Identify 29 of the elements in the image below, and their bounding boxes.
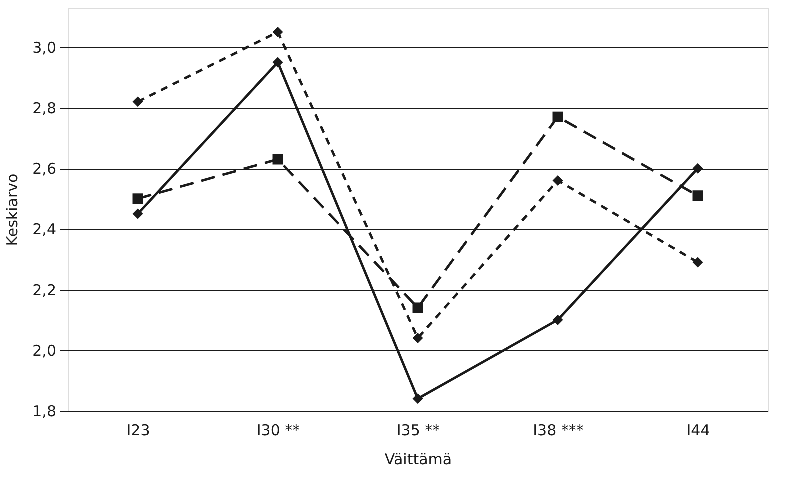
point	[552, 175, 564, 186]
point	[132, 96, 144, 108]
point	[412, 302, 424, 314]
x-tick-label: I38 ***	[533, 422, 584, 440]
y-tick-label: 1,8	[32, 402, 56, 420]
point	[272, 26, 284, 38]
point	[272, 154, 284, 165]
point	[132, 208, 144, 220]
y-tick-label: 2,4	[32, 220, 56, 239]
y-tick-label: 2,8	[32, 99, 56, 118]
point	[272, 57, 284, 68]
x-tick-label: I35 **	[396, 422, 441, 440]
point	[412, 333, 424, 344]
y-axis-title: Keskiarvo	[4, 174, 22, 246]
point	[132, 194, 144, 204]
x-tick-label: I23	[126, 422, 150, 440]
point	[692, 257, 704, 268]
x-tick-label: I30 **	[256, 422, 301, 440]
point	[552, 112, 564, 122]
point	[692, 163, 704, 174]
y-tick-label: 2,0	[32, 342, 56, 360]
x-axis-title: Väittämä	[384, 450, 452, 468]
x-tick-label: I44	[686, 422, 710, 440]
y-tick-label: 2,6	[32, 160, 56, 178]
point	[692, 190, 704, 202]
point	[552, 314, 564, 326]
y-tick-label: 2,2	[32, 281, 56, 300]
y-tick-label: 3,0	[32, 38, 56, 57]
point	[412, 394, 424, 404]
